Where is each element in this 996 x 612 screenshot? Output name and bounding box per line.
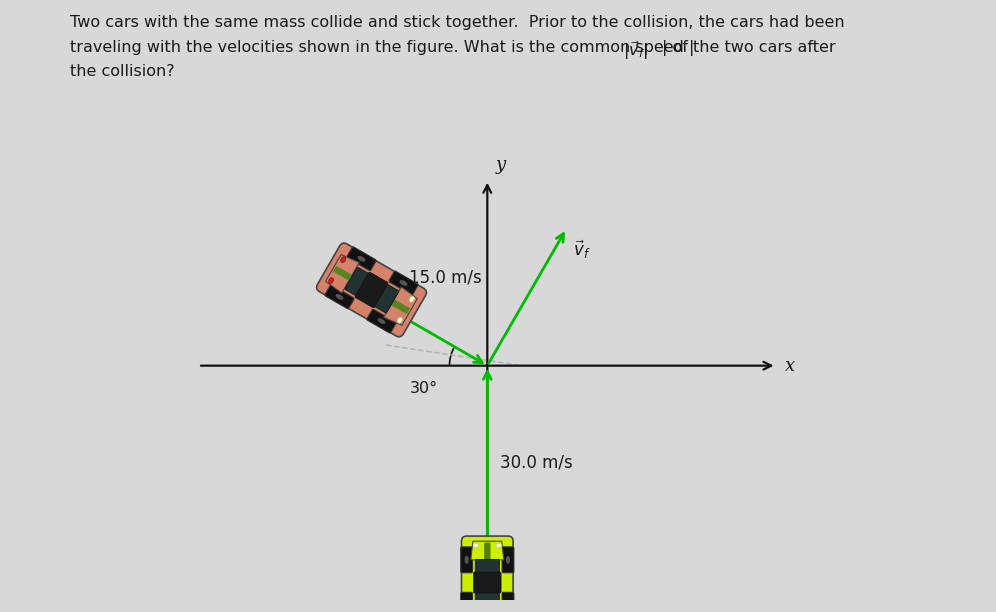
Ellipse shape (496, 543, 502, 547)
Text: | of the two cars after: | of the two cars after (662, 40, 836, 56)
Text: x: x (785, 357, 795, 375)
Polygon shape (471, 541, 504, 560)
Ellipse shape (329, 278, 334, 283)
Text: 15.0 m/s: 15.0 m/s (409, 269, 482, 286)
Ellipse shape (464, 601, 469, 610)
FancyBboxPatch shape (484, 543, 490, 612)
Ellipse shape (399, 280, 407, 286)
Ellipse shape (473, 543, 479, 547)
FancyBboxPatch shape (347, 247, 376, 271)
FancyBboxPatch shape (461, 536, 513, 612)
FancyBboxPatch shape (502, 547, 514, 573)
Ellipse shape (397, 318, 402, 323)
FancyBboxPatch shape (374, 283, 398, 313)
FancyBboxPatch shape (461, 547, 472, 573)
Polygon shape (383, 287, 417, 326)
Ellipse shape (506, 556, 510, 564)
Text: the collision?: the collision? (70, 64, 174, 80)
Ellipse shape (409, 296, 414, 302)
Ellipse shape (336, 294, 344, 300)
Polygon shape (471, 605, 504, 612)
FancyBboxPatch shape (473, 572, 501, 593)
Text: $|\vec{v}_f|$: $|\vec{v}_f|$ (622, 40, 647, 62)
Polygon shape (326, 255, 360, 293)
FancyBboxPatch shape (367, 309, 396, 333)
FancyBboxPatch shape (461, 592, 472, 612)
Ellipse shape (464, 556, 469, 564)
FancyBboxPatch shape (345, 267, 369, 296)
FancyBboxPatch shape (389, 271, 418, 295)
Text: $\vec{v}_f$: $\vec{v}_f$ (574, 239, 591, 261)
Text: 30.0 m/s: 30.0 m/s (500, 453, 573, 471)
FancyBboxPatch shape (475, 592, 499, 605)
Ellipse shape (341, 256, 346, 263)
Text: y: y (496, 156, 506, 174)
Text: traveling with the velocities shown in the figure. What is the common speed |: traveling with the velocities shown in t… (70, 40, 694, 56)
Text: Two cars with the same mass collide and stick together.  Prior to the collision,: Two cars with the same mass collide and … (70, 15, 845, 31)
Ellipse shape (506, 601, 510, 610)
FancyBboxPatch shape (317, 243, 426, 337)
Ellipse shape (358, 256, 366, 261)
FancyBboxPatch shape (325, 285, 354, 308)
FancyBboxPatch shape (502, 592, 514, 612)
FancyBboxPatch shape (334, 266, 409, 314)
Ellipse shape (377, 318, 385, 324)
Text: 30°: 30° (409, 381, 437, 396)
FancyBboxPatch shape (355, 272, 388, 308)
FancyBboxPatch shape (475, 559, 499, 574)
